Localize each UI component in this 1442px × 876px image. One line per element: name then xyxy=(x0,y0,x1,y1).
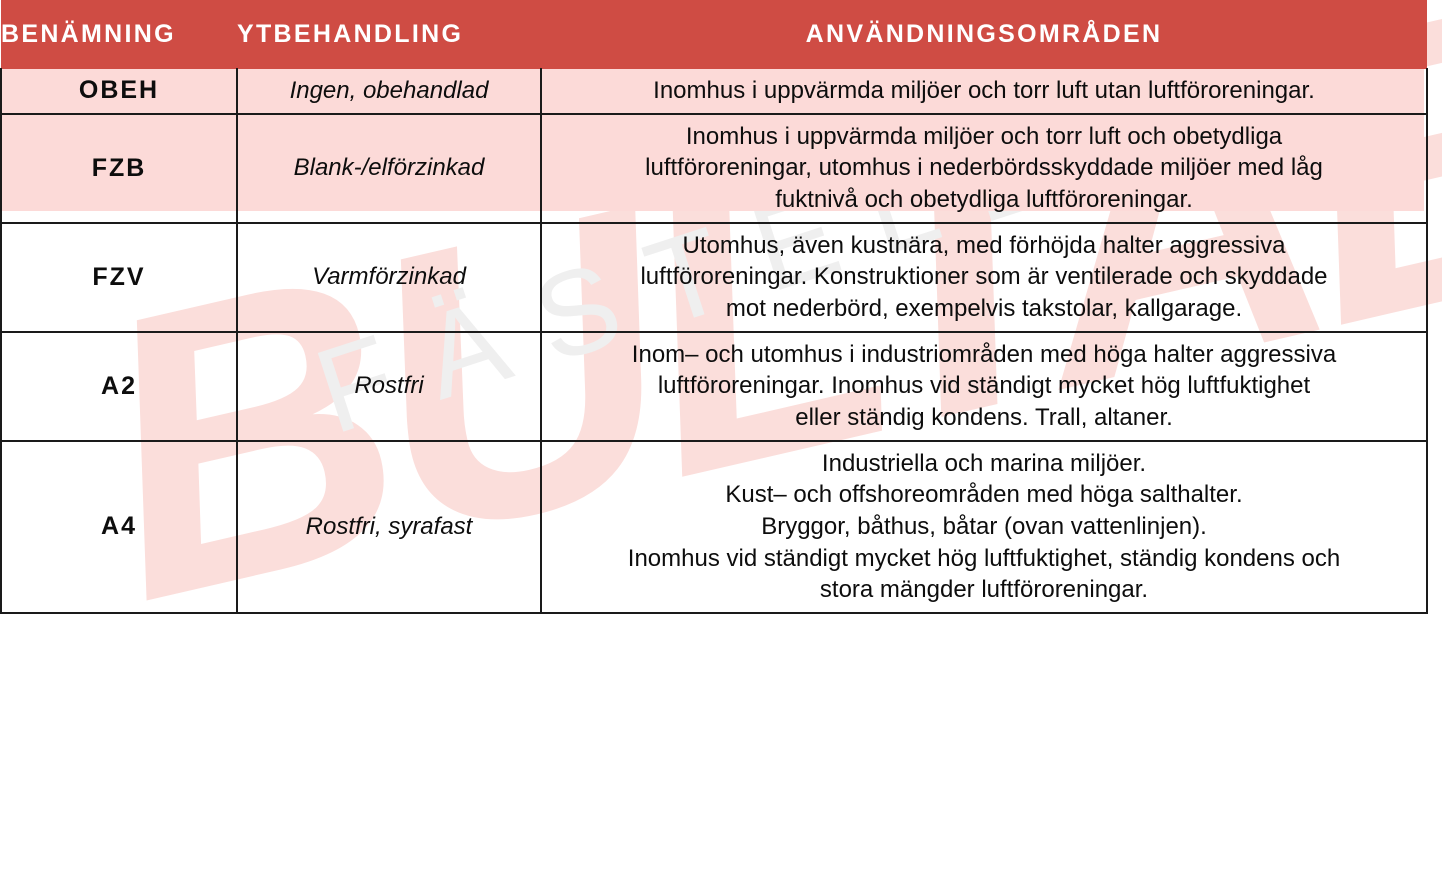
table-body: OBEH Ingen, obehandlad Inomhus i uppvärmda… xyxy=(0,67,1428,615)
usage-line: stora mängder luftföroreningar. xyxy=(819,576,1149,604)
usage-line: Industriella och marina miljöer. xyxy=(821,449,1147,477)
usage-line: luftföroreningar. Inomhus vid ständigt m… xyxy=(657,372,1311,400)
cell-benamning: FZV xyxy=(0,221,238,333)
usage-line: Utomhus, även kustnära, med förhöjda hal… xyxy=(682,231,1286,259)
cell-benamning: OBEH xyxy=(0,67,238,115)
usage-line: Inomhus i uppvärmda miljöer och torr luf… xyxy=(685,122,1283,150)
cell-anvandningsomraden: Industriella och marina miljöer. Kust– oc… xyxy=(540,439,1428,615)
cell-anvandningsomraden: Inom– och utomhus i industriområden med … xyxy=(540,330,1428,442)
column-header-anvandningsomraden: ANVÄNDNINGSOMRÅDEN xyxy=(541,0,1427,69)
cell-anvandningsomraden: Utomhus, även kustnära, med förhöjda hal… xyxy=(540,221,1428,333)
table-row: FZV Varmförzinkad Utomhus, även kustnära, … xyxy=(0,221,1428,333)
usage-line: Bryggor, båthus, båtar (ovan vattenlinje… xyxy=(761,513,1207,541)
usage-line: Inomhus i uppvärmda miljöer och torr luf… xyxy=(653,77,1315,104)
surface-treatment-table: BENÄMNING YTBEHANDLING ANVÄNDNINGSOMRÅDE… xyxy=(0,0,1428,615)
usage-line: luftföroreningar. Konstruktioner som är … xyxy=(640,263,1328,291)
usage-line: mot nederbörd, exempelvis takstolar, kal… xyxy=(725,295,1243,323)
usage-line: Inomhus vid ständigt mycket hög luftfukt… xyxy=(627,544,1341,572)
table-header-row: BENÄMNING YTBEHANDLING ANVÄNDNINGSOMRÅDE… xyxy=(1,0,1427,69)
cell-benamning: A4 xyxy=(0,439,238,615)
usage-line: Inom– och utomhus i industriområden med … xyxy=(631,340,1337,368)
usage-line: fuktnivå och obetydliga luftföroreningar… xyxy=(775,186,1193,214)
table-header: BENÄMNING YTBEHANDLING ANVÄNDNINGSOMRÅDE… xyxy=(1,0,1427,69)
column-header-ytbehandling: YTBEHANDLING xyxy=(237,0,541,69)
cell-anvandningsomraden: Inomhus i uppvärmda miljöer och torr luf… xyxy=(540,112,1428,224)
cell-benamning: FZB xyxy=(0,112,238,224)
cell-benamning: A2 xyxy=(0,330,238,442)
cell-ytbehandling: Rostfri, syrafast xyxy=(236,439,542,615)
cell-ytbehandling: Blank-/elförzinkad xyxy=(236,112,542,224)
cell-ytbehandling: Rostfri xyxy=(236,330,542,442)
cell-ytbehandling: Varmförzinkad xyxy=(236,221,542,333)
usage-line: Kust– och offshoreområden med höga salth… xyxy=(725,481,1243,509)
cell-ytbehandling: Ingen, obehandlad xyxy=(236,67,542,115)
table-row: A4 Rostfri, syrafast Industriella och mari… xyxy=(0,439,1428,615)
table-row: OBEH Ingen, obehandlad Inomhus i uppvärmda… xyxy=(0,67,1428,115)
table-row: FZB Blank-/elförzinkad Inomhus i uppvärmda… xyxy=(0,112,1428,224)
cell-anvandningsomraden: Inomhus i uppvärmda miljöer och torr luf… xyxy=(540,67,1428,115)
column-header-benamning: BENÄMNING xyxy=(1,0,237,69)
table-row: A2 Rostfri Inom– och utomhus i industriomr… xyxy=(0,330,1428,442)
usage-line: eller ständig kondens. Trall, altaner. xyxy=(795,404,1173,432)
usage-line: luftföroreningar, utomhus i nederbördssk… xyxy=(645,154,1323,182)
